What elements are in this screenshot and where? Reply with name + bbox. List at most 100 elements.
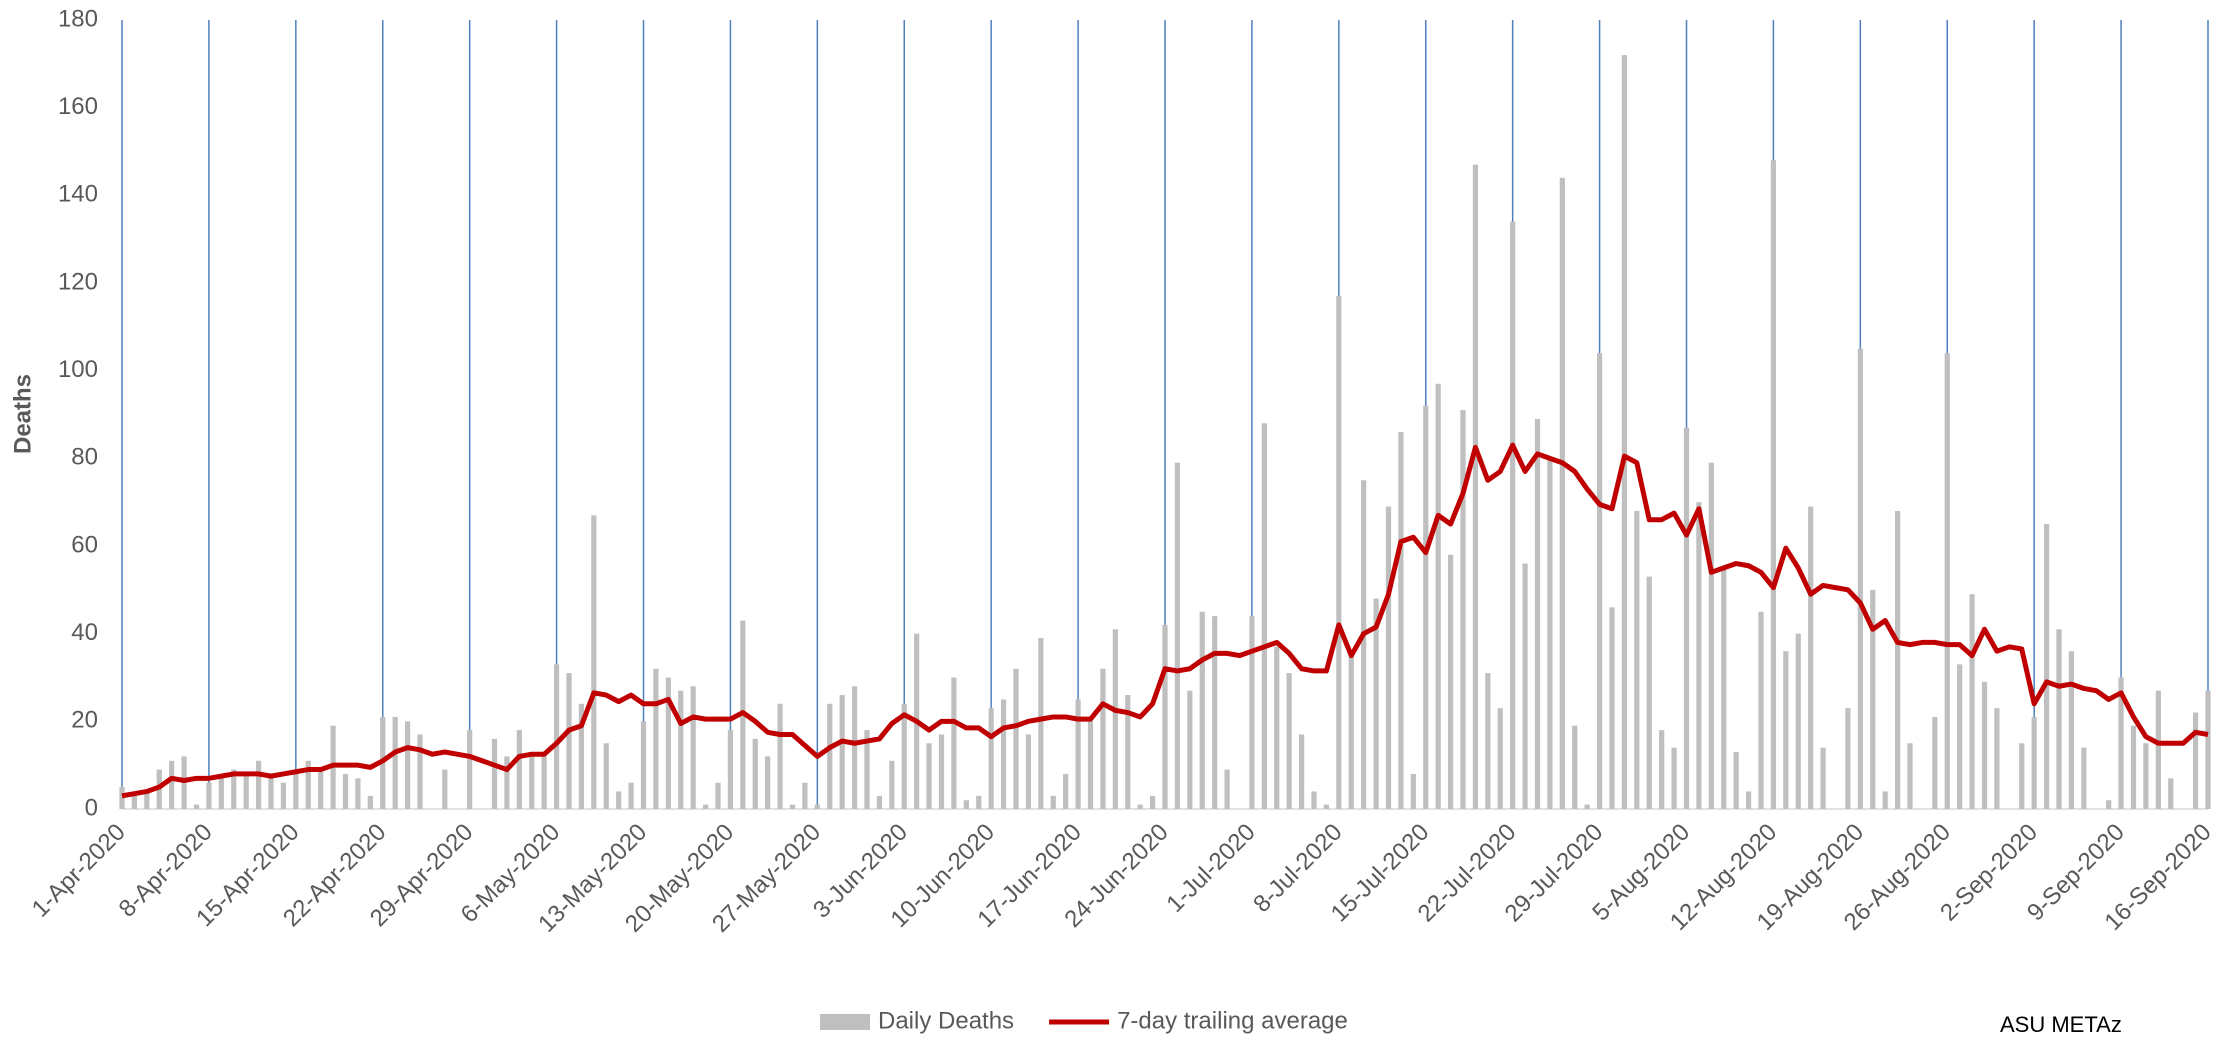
bar [367,795,373,809]
bar [1423,405,1429,809]
bar [1050,795,1056,809]
bar [802,782,808,809]
legend-label: 7-day trailing average [1117,1007,1348,1034]
bar [1510,221,1516,810]
bar [727,730,734,809]
bar [1634,510,1640,809]
bar [1820,747,1826,809]
y-tick-label: 120 [58,268,98,295]
bar [976,795,982,809]
legend-swatch [820,1014,870,1030]
bar [1460,410,1466,809]
bar [1621,55,1628,810]
bar [1472,164,1479,809]
bar [1199,611,1205,809]
bar [1385,506,1392,809]
bar [1435,383,1441,809]
bar [1981,681,1988,809]
y-tick-label: 80 [71,444,98,471]
bar [616,791,622,809]
bar [1696,502,1702,809]
x-tick-label: 1-Apr-2020 [27,819,131,923]
bar [578,703,585,809]
bar [1845,708,1851,809]
bar [1733,752,1739,809]
bar [1063,773,1069,809]
source-annotation: ASU METAz [2000,1012,2122,1037]
bar [1187,690,1193,809]
bar [702,804,709,809]
bar [1572,725,1578,809]
bar [1149,795,1156,809]
bar [144,791,150,809]
bar [715,782,721,809]
bar [1125,695,1131,809]
bar [1087,721,1094,809]
bar [864,730,870,809]
bar [777,703,783,809]
bar [417,734,423,809]
bar [591,515,597,809]
bar [938,734,945,809]
bar [2106,800,2112,809]
y-tick-label: 20 [71,707,98,734]
bar [193,804,200,809]
y-tick-label: 160 [58,93,98,120]
bar [131,795,138,809]
bar [640,721,647,809]
bar [1547,458,1553,809]
bar [1671,747,1677,809]
bar [1398,432,1404,809]
bar [1249,616,1255,809]
bar [1932,716,1938,809]
bar [504,756,510,809]
bar [1609,607,1615,809]
bar [2130,725,2137,809]
bar [1224,769,1230,809]
bar [467,730,473,809]
bar [1323,804,1330,809]
bar [2168,778,2174,809]
bar [516,730,522,809]
bar [119,787,125,809]
bar [603,743,609,809]
bar [1298,734,1305,809]
bar [1274,646,1280,809]
bar [1944,353,1950,809]
bar [553,664,560,809]
bar [1212,616,1218,809]
bar [255,760,262,809]
bar [2081,747,2087,809]
bar [963,800,969,809]
y-tick-label: 100 [58,356,98,383]
bar [1025,734,1032,809]
bar [765,756,771,809]
bar [665,677,671,809]
bar [1174,462,1181,809]
bar [442,769,448,809]
bar [752,738,758,809]
bar [206,782,212,809]
bar [1559,177,1565,810]
bar [1808,506,1814,809]
bar [1522,563,1528,809]
bar [1000,699,1007,809]
bar [1497,708,1503,809]
bar [1038,638,1044,809]
bar [839,695,845,809]
bar [1708,462,1714,809]
bar [1286,673,1292,809]
bar [1907,743,1913,809]
bar [169,760,175,809]
y-tick-label: 0 [85,794,98,821]
bar [293,773,299,809]
bar [1348,651,1354,809]
bar [1683,427,1690,809]
y-tick-label: 60 [71,531,98,558]
bar [876,795,883,809]
bar [1969,594,1975,809]
bar [268,773,274,809]
bar [1373,598,1379,809]
bar [1447,554,1454,809]
